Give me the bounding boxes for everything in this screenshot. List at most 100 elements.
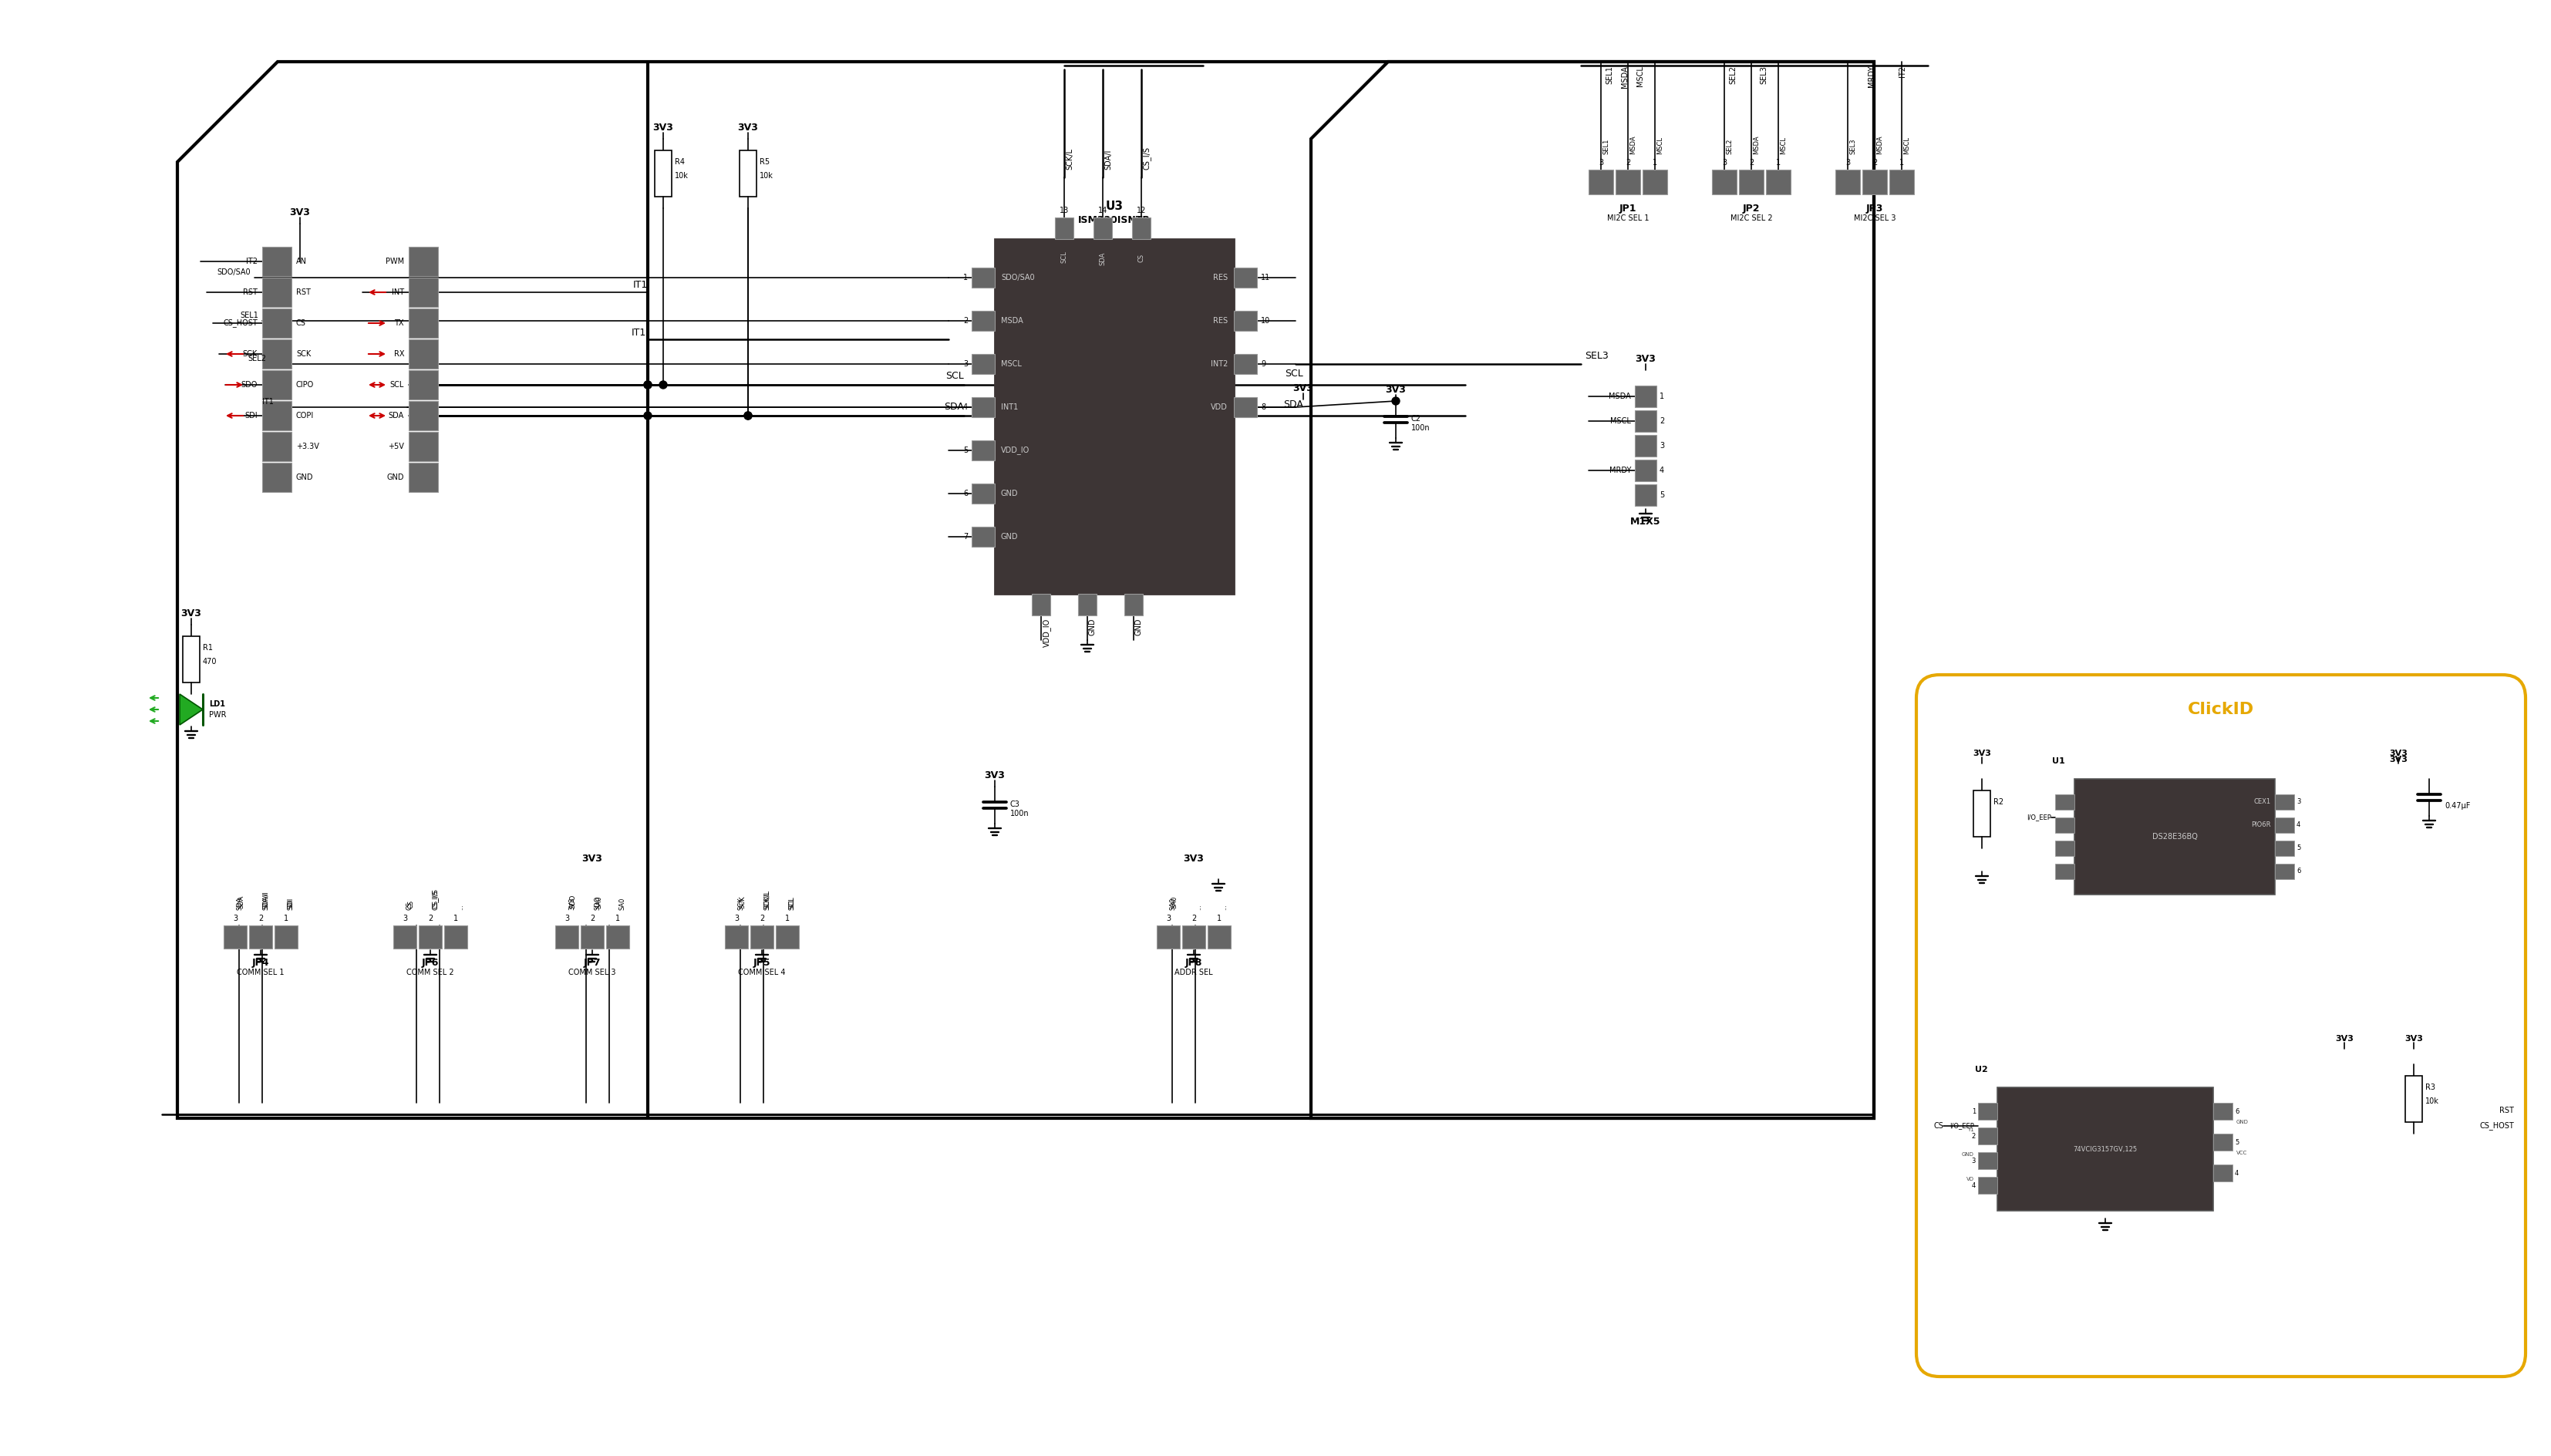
Bar [776,926,798,948]
Bar [972,483,995,504]
Bar [1235,310,1258,331]
Bar [1589,170,1612,194]
Text: IT1: IT1 [633,328,645,338]
Text: GND: GND [296,473,314,482]
Text: GND: GND [1089,619,1097,636]
Text: SCK: SCK [242,349,258,358]
Text: AN: AN [296,258,306,265]
Text: 3V3: 3V3 [1635,354,1656,364]
Text: ...: ... [457,904,464,910]
Text: INT: INT [393,288,403,296]
Text: VDD_IO: VDD_IO [1000,446,1031,454]
Bar [263,246,291,277]
Text: 2: 2 [760,914,765,922]
Text: GND: GND [1962,1152,1974,1156]
Text: 3V3: 3V3 [291,207,311,217]
Bar [2214,1165,2232,1181]
Text: R5: R5 [760,159,770,166]
Text: SEL3: SEL3 [1849,138,1857,154]
Bar [1235,354,1258,374]
Bar [2214,1134,2232,1150]
Text: SDI: SDI [286,897,293,909]
Text: 3V3: 3V3 [2334,1035,2355,1042]
Bar [276,926,298,948]
Bar [556,926,579,948]
Text: 3: 3 [1972,1158,1974,1165]
Bar [1235,397,1258,418]
Bar [972,527,995,547]
Text: 3V3: 3V3 [1293,383,1314,393]
Bar [1079,594,1097,616]
Bar [263,463,291,492]
Bar [582,926,605,948]
Bar [263,370,291,399]
Circle shape [745,412,753,419]
Bar [263,309,291,338]
Text: 2: 2 [1872,159,1878,166]
Text: ADDR SEL: ADDR SEL [1173,968,1212,977]
Bar [1997,1088,2214,1211]
Text: 3: 3 [564,914,569,922]
Text: 2: 2 [429,914,434,922]
Text: 7: 7 [962,533,967,540]
Bar [1890,170,1913,194]
Text: MI2C SEL 2: MI2C SEL 2 [1730,214,1773,223]
Bar [1712,170,1737,194]
Text: MSCL: MSCL [1781,137,1786,154]
Bar [263,278,291,307]
Text: SCL: SCL [390,381,403,389]
Bar [2275,817,2293,833]
Text: SA0: SA0 [594,895,602,909]
Text: 2: 2 [962,317,967,325]
Text: GND: GND [1000,533,1018,540]
Text: 12: 12 [1138,207,1145,214]
Circle shape [658,381,666,389]
Text: CS_I/S: CS_I/S [1143,147,1151,170]
Text: COMM SEL 2: COMM SEL 2 [406,968,454,977]
Bar [995,239,1235,594]
Bar [1862,170,1888,194]
Text: JP3: JP3 [1867,204,1883,214]
Text: SEL1: SEL1 [240,312,258,319]
Text: M1X5: M1X5 [1630,517,1661,527]
Text: CS: CS [406,901,413,910]
Text: 1: 1 [1900,159,1903,166]
Bar [2275,795,2293,810]
Bar [1635,411,1656,432]
Text: 3V3: 3V3 [2390,750,2408,757]
Text: 6: 6 [964,489,967,498]
Text: IT1: IT1 [633,280,648,290]
Text: SEL3: SEL3 [1584,351,1610,361]
Text: SA0: SA0 [620,897,625,910]
Bar [656,150,671,197]
Text: 1: 1 [454,914,459,922]
Text: +3.3V: +3.3V [296,443,319,450]
Text: SCK/L: SCK/L [1066,149,1074,170]
Text: RX: RX [393,349,403,358]
Bar [408,432,439,462]
Text: SDA/I: SDA/I [263,891,270,909]
Text: 470: 470 [204,658,217,665]
Text: 3V3: 3V3 [1184,853,1204,863]
Text: MSCL: MSCL [1635,66,1643,86]
Bar [1615,170,1640,194]
Text: SEL2: SEL2 [1727,138,1732,154]
Bar [408,370,439,399]
Text: IT2: IT2 [245,258,258,265]
Text: MSDA: MSDA [1630,135,1635,154]
Text: MSCL: MSCL [1656,137,1663,154]
Text: RST: RST [242,288,258,296]
Text: 1: 1 [283,914,288,922]
Text: 3: 3 [403,914,408,922]
Bar [408,339,439,368]
Bar [1740,170,1763,194]
Text: 2: 2 [258,914,263,922]
Text: 1: 1 [786,914,791,922]
Text: SDO: SDO [569,894,577,909]
Text: ISM330ISNTR: ISM330ISNTR [1079,215,1151,226]
Bar [1125,594,1143,616]
Text: SDO: SDO [594,895,599,910]
Text: SEL2: SEL2 [1730,66,1737,84]
Text: SA0: SA0 [1171,895,1179,909]
Text: MSDA: MSDA [1753,135,1760,154]
